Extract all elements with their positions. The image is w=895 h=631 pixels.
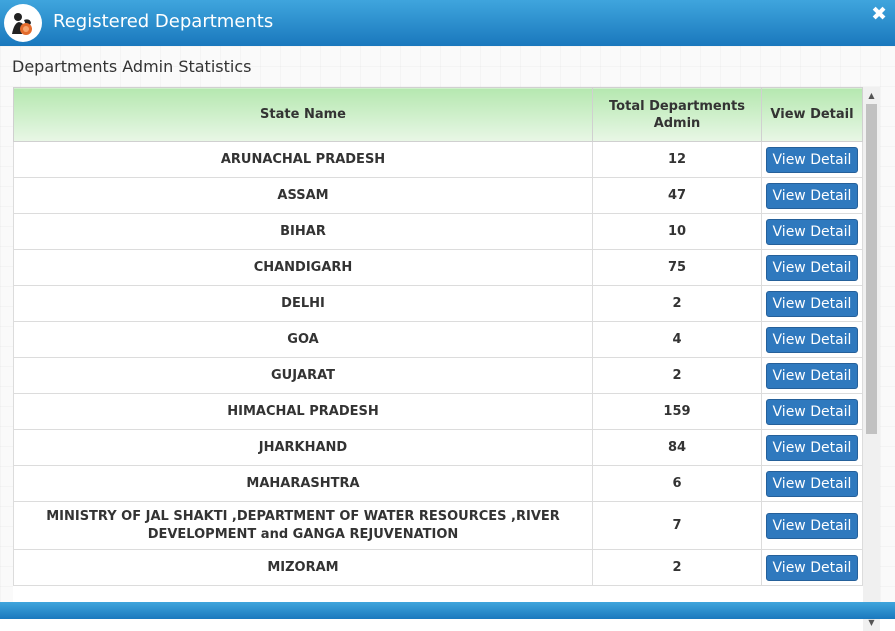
table-row: ARUNACHAL PRADESH 12 View Detail: [13, 141, 863, 178]
state-name-cell: BIHAR: [13, 213, 593, 250]
table-row: JHARKHAND 84 View Detail: [13, 429, 863, 466]
view-detail-cell: View Detail: [761, 285, 863, 322]
table-body: ARUNACHAL PRADESH 12 View Detail ASSAM 47 Vie…: [13, 141, 863, 586]
table-row: MIZORAM 2 View Detail: [13, 549, 863, 586]
view-detail-cell: View Detail: [761, 357, 863, 394]
app-logo-icon: [4, 4, 42, 42]
view-detail-button[interactable]: View Detail: [765, 326, 859, 353]
total-admin-cell: 47: [592, 177, 762, 214]
state-name-cell: MAHARASHTRA: [13, 465, 593, 502]
state-name-cell: CHANDIGARH: [13, 249, 593, 286]
view-detail-button[interactable]: View Detail: [765, 254, 859, 281]
total-admin-cell: 10: [592, 213, 762, 250]
view-detail-cell: View Detail: [761, 249, 863, 286]
total-admin-cell: 75: [592, 249, 762, 286]
state-name-cell: MINISTRY OF JAL SHAKTI ,DEPARTMENT OF WA…: [13, 501, 593, 550]
state-name-cell: HIMACHAL PRADESH: [13, 393, 593, 430]
view-detail-button[interactable]: View Detail: [765, 554, 859, 581]
view-detail-button[interactable]: View Detail: [765, 218, 859, 245]
scroll-thumb[interactable]: [866, 104, 877, 434]
statistics-table: State Name Total Departments Admin View …: [13, 87, 863, 586]
table-row: HIMACHAL PRADESH 159 View Detail: [13, 393, 863, 430]
table-row: DELHI 2 View Detail: [13, 285, 863, 322]
view-detail-cell: View Detail: [761, 321, 863, 358]
title-bar: Registered Departments ✖: [0, 0, 895, 46]
state-name-cell: ARUNACHAL PRADESH: [13, 141, 593, 178]
statistics-table-container: State Name Total Departments Admin View …: [13, 87, 863, 631]
total-admin-cell: 2: [592, 549, 762, 586]
view-detail-cell: View Detail: [761, 213, 863, 250]
table-row: BIHAR 10 View Detail: [13, 213, 863, 250]
table-row: GOA 4 View Detail: [13, 321, 863, 358]
total-admin-cell: 4: [592, 321, 762, 358]
header-view-detail: View Detail: [761, 87, 863, 142]
state-name-cell: GUJARAT: [13, 357, 593, 394]
total-admin-cell: 12: [592, 141, 762, 178]
state-name-cell: DELHI: [13, 285, 593, 322]
state-name-cell: GOA: [13, 321, 593, 358]
total-admin-cell: 6: [592, 465, 762, 502]
scroll-up-arrow-icon[interactable]: ▲: [868, 91, 875, 100]
view-detail-cell: View Detail: [761, 177, 863, 214]
header-state-name: State Name: [13, 87, 593, 142]
close-icon[interactable]: ✖: [871, 3, 887, 25]
total-admin-cell: 2: [592, 285, 762, 322]
view-detail-button[interactable]: View Detail: [765, 146, 859, 173]
total-admin-cell: 159: [592, 393, 762, 430]
table-row: GUJARAT 2 View Detail: [13, 357, 863, 394]
view-detail-button[interactable]: View Detail: [765, 434, 859, 461]
view-detail-button[interactable]: View Detail: [765, 182, 859, 209]
section-title: Departments Admin Statistics: [12, 57, 252, 76]
view-detail-cell: View Detail: [761, 141, 863, 178]
view-detail-button[interactable]: View Detail: [765, 470, 859, 497]
view-detail-button[interactable]: View Detail: [765, 362, 859, 389]
view-detail-cell: View Detail: [761, 393, 863, 430]
state-name-cell: MIZORAM: [13, 549, 593, 586]
view-detail-button[interactable]: View Detail: [765, 398, 859, 425]
total-admin-cell: 7: [592, 501, 762, 550]
state-name-cell: ASSAM: [13, 177, 593, 214]
table-row: MINISTRY OF JAL SHAKTI ,DEPARTMENT OF WA…: [13, 501, 863, 550]
total-admin-cell: 84: [592, 429, 762, 466]
state-name-cell: JHARKHAND: [13, 429, 593, 466]
view-detail-cell: View Detail: [761, 465, 863, 502]
table-row: CHANDIGARH 75 View Detail: [13, 249, 863, 286]
dialog-content: Departments Admin Statistics State Name …: [0, 46, 895, 631]
view-detail-cell: View Detail: [761, 501, 863, 550]
table-header-row: State Name Total Departments Admin View …: [13, 87, 863, 142]
total-admin-cell: 2: [592, 357, 762, 394]
header-total-departments-admin: Total Departments Admin: [592, 87, 762, 142]
table-row: ASSAM 47 View Detail: [13, 177, 863, 214]
window-title: Registered Departments: [53, 11, 274, 32]
view-detail-cell: View Detail: [761, 429, 863, 466]
table-scrollbar[interactable]: ▲ ▼: [863, 87, 880, 631]
table-row: MAHARASHTRA 6 View Detail: [13, 465, 863, 502]
view-detail-cell: View Detail: [761, 549, 863, 586]
footer-bar: [0, 602, 895, 619]
view-detail-button[interactable]: View Detail: [765, 512, 859, 539]
view-detail-button[interactable]: View Detail: [765, 290, 859, 317]
